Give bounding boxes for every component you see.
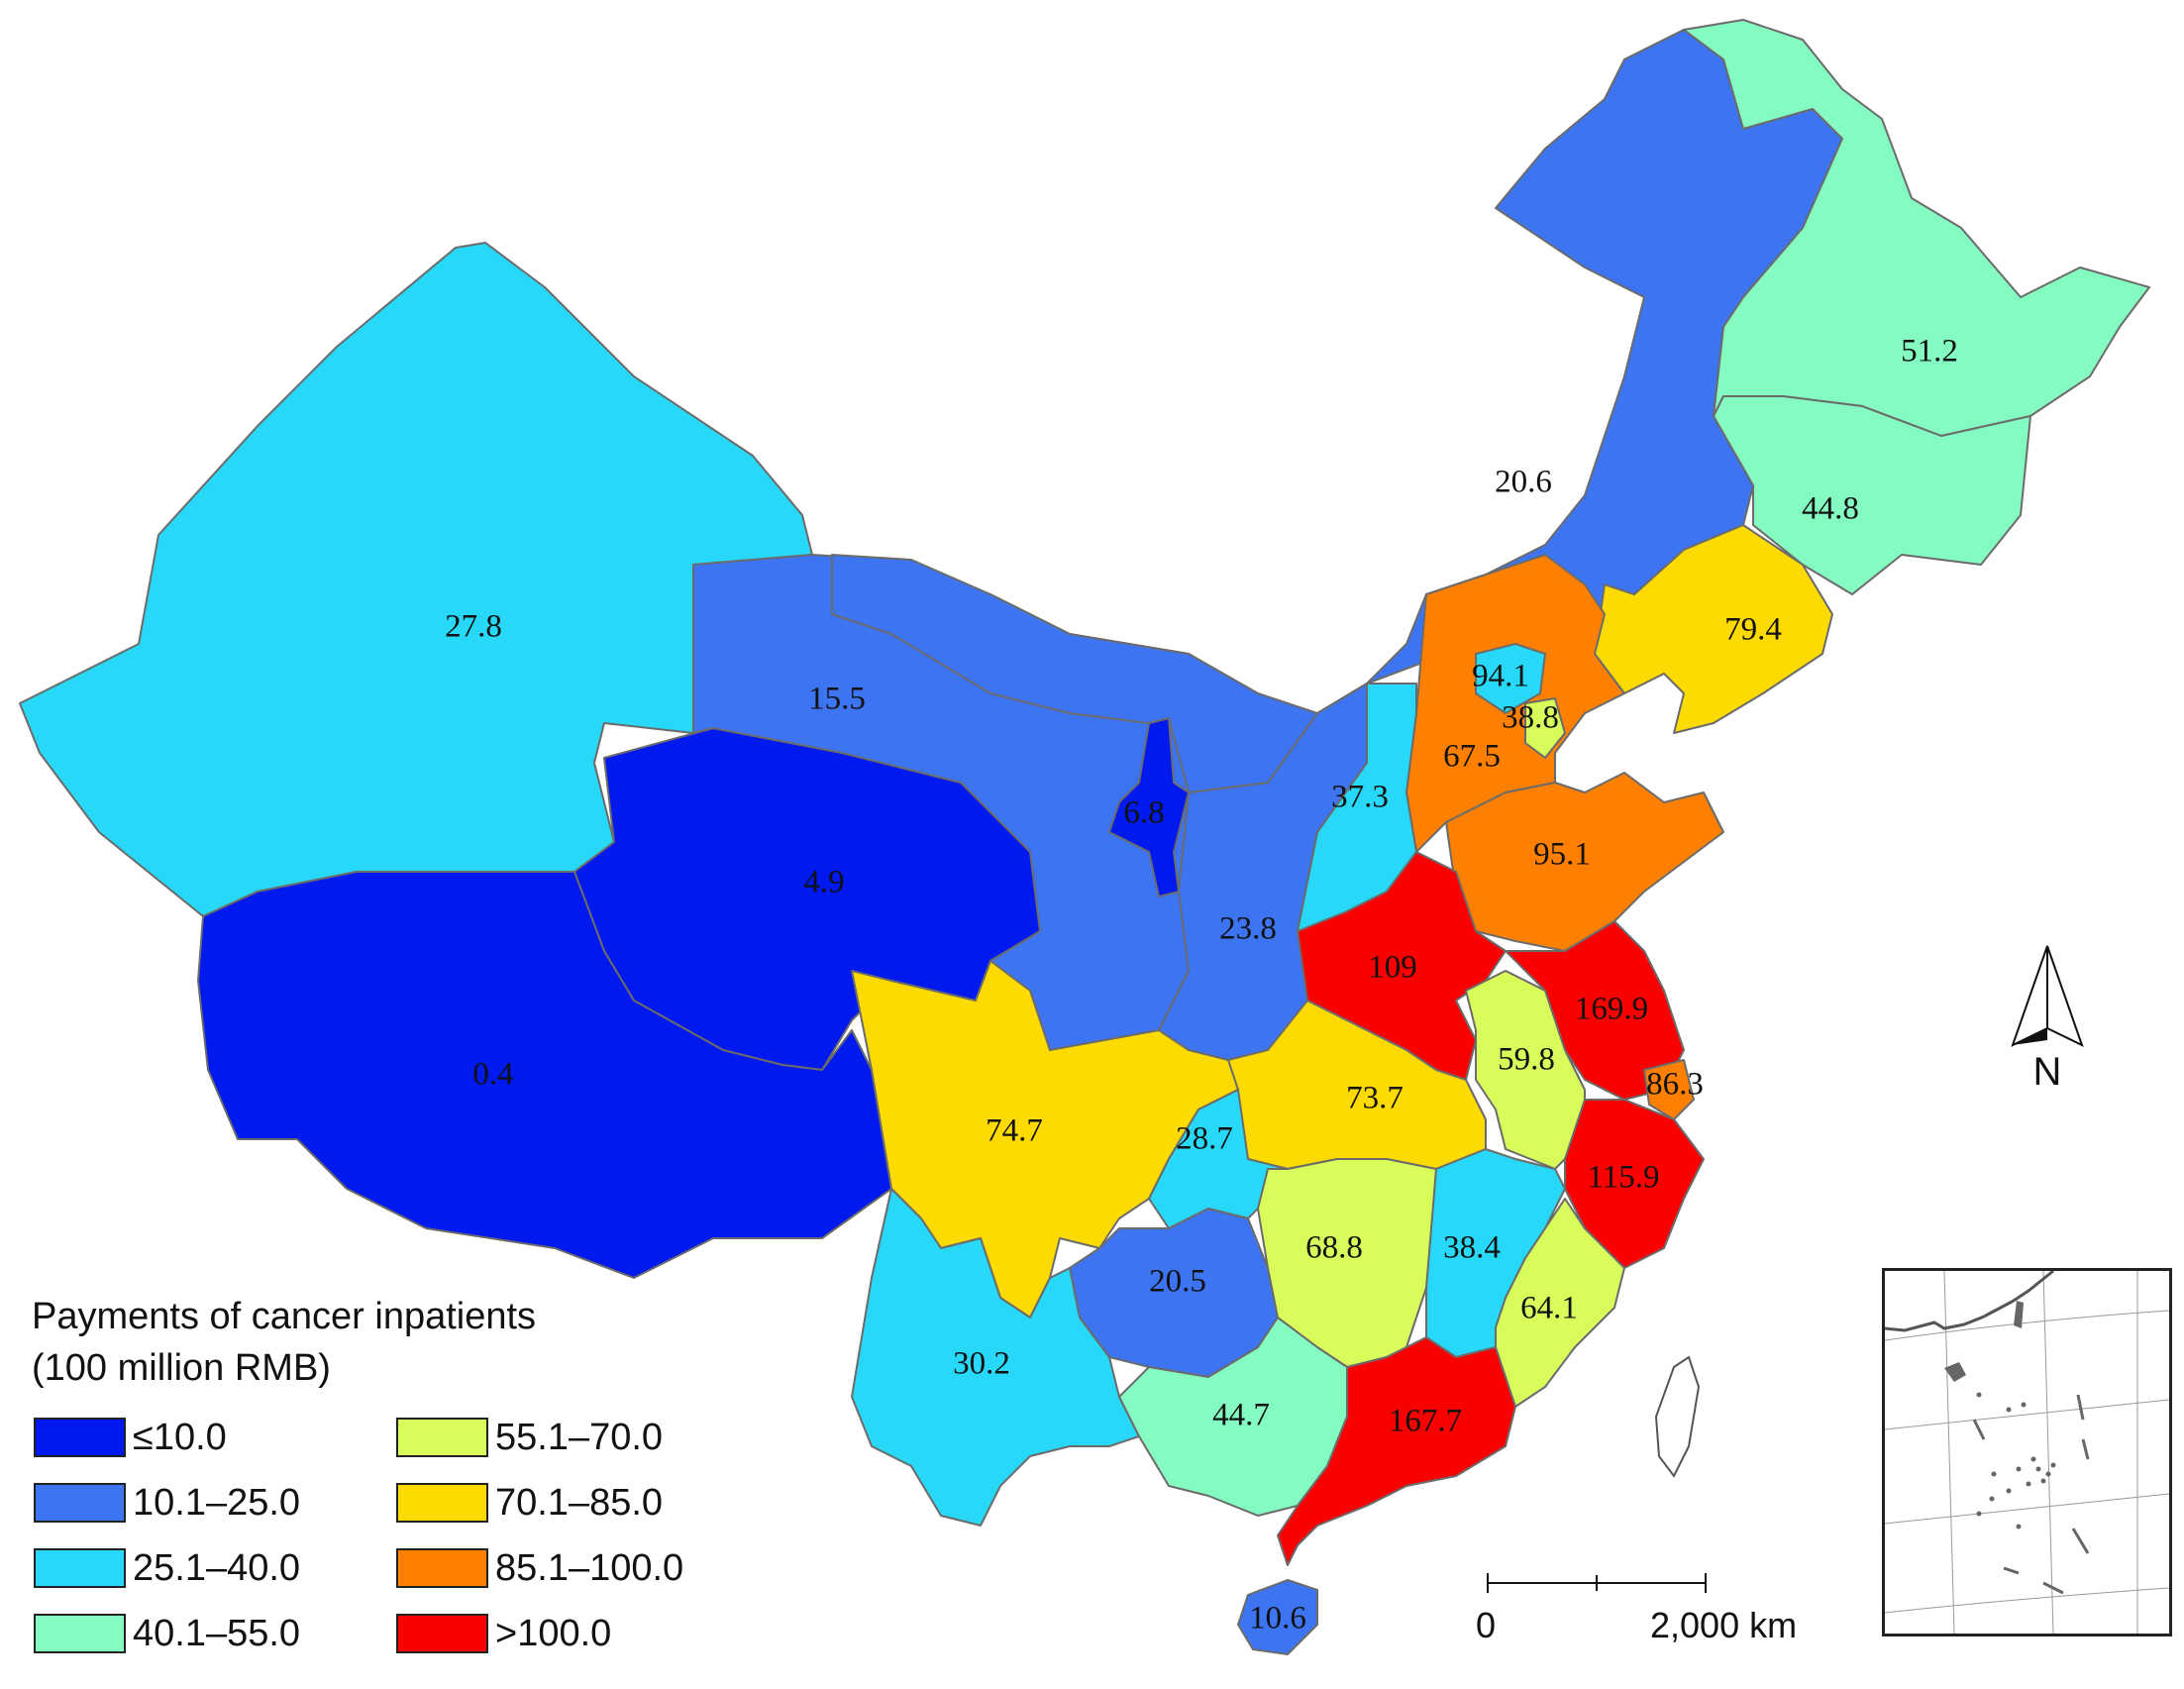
legend-label: 40.1–55.0 xyxy=(133,1613,301,1654)
north-arrow-label: N xyxy=(2033,1050,2062,1094)
region-label-shaanxi: 23.8 xyxy=(1219,911,1277,947)
region-fujian xyxy=(1495,1198,1625,1408)
region-yunnan xyxy=(851,1188,1140,1527)
legend-swatch xyxy=(34,1548,126,1588)
legend-item: >100.0 xyxy=(396,1608,733,1663)
region-label-chongqing: 28.7 xyxy=(1176,1121,1233,1157)
region-label-anhui: 59.8 xyxy=(1498,1042,1555,1078)
region-label-hubei: 73.7 xyxy=(1346,1081,1404,1116)
legend-swatch xyxy=(34,1418,126,1457)
region-label-gansu: 15.5 xyxy=(808,682,866,717)
region-label-shanxi: 37.3 xyxy=(1331,780,1389,815)
legend-swatch xyxy=(396,1483,488,1523)
region-zhejiang xyxy=(1564,1099,1705,1269)
region-ningxia xyxy=(1108,717,1190,897)
region-label-xinjiang: 27.8 xyxy=(445,609,502,645)
region-label-hebei: 67.5 xyxy=(1443,739,1501,775)
region-label-shandong: 95.1 xyxy=(1533,837,1591,873)
region-shanghai xyxy=(1643,1059,1695,1120)
legend-item: 70.1–85.0 xyxy=(396,1477,733,1532)
inset-map xyxy=(1884,1269,2170,1635)
legend: Payments of cancer inpatients (100 milli… xyxy=(32,1291,745,1677)
south-china-sea-inset xyxy=(1882,1268,2172,1636)
legend-swatch xyxy=(396,1614,488,1653)
legend-label: >100.0 xyxy=(495,1613,612,1654)
taiwan-outline xyxy=(1654,1355,1701,1478)
region-label-liaoning: 79.4 xyxy=(1724,612,1782,648)
legend-label: 25.1–40.0 xyxy=(133,1547,301,1589)
legend-item: 40.1–55.0 xyxy=(34,1608,370,1663)
region-label-jiangxi: 38.4 xyxy=(1443,1230,1501,1266)
region-liaoning xyxy=(1594,524,1833,734)
legend-swatch xyxy=(34,1614,126,1653)
region-beijing xyxy=(1475,643,1546,714)
region-tianjin xyxy=(1524,697,1566,759)
legend-title-line2: (100 million RMB) xyxy=(32,1347,331,1389)
scale-start-label: 0 xyxy=(1476,1605,1497,1645)
region-label-sichuan: 74.7 xyxy=(986,1113,1043,1149)
region-label-hainan: 10.6 xyxy=(1249,1601,1306,1636)
region-label-guangxi: 44.7 xyxy=(1212,1398,1270,1433)
region-guangdong xyxy=(1277,1336,1516,1566)
legend-swatch xyxy=(396,1548,488,1588)
legend-label: 85.1–100.0 xyxy=(495,1547,684,1589)
legend-item: 55.1–70.0 xyxy=(396,1412,733,1467)
legend-label: ≤10.0 xyxy=(133,1417,227,1458)
region-label-fujian: 64.1 xyxy=(1520,1291,1578,1326)
legend-item: ≤10.0 xyxy=(34,1412,370,1467)
legend-swatch xyxy=(34,1483,126,1523)
legend-label: 10.1–25.0 xyxy=(133,1482,301,1524)
region-label-guizhou: 20.5 xyxy=(1149,1264,1206,1300)
legend-title-line1: Payments of cancer inpatients xyxy=(32,1296,537,1337)
scale-bar: 0 2,000 km xyxy=(1476,1565,1832,1654)
legend-item: 25.1–40.0 xyxy=(34,1542,370,1598)
region-label-tianjin: 38.8 xyxy=(1502,700,1559,736)
region-label-tibet: 0.4 xyxy=(472,1057,513,1093)
region-label-yunnan: 30.2 xyxy=(953,1346,1010,1382)
legend-swatch xyxy=(396,1418,488,1457)
region-label-shanghai: 86.3 xyxy=(1646,1067,1704,1103)
legend-label: 55.1–70.0 xyxy=(495,1417,664,1458)
legend-item: 10.1–25.0 xyxy=(34,1477,370,1532)
north-arrow-icon: N xyxy=(2011,945,2084,1094)
region-label-beijing: 94.1 xyxy=(1472,659,1529,694)
region-shandong xyxy=(1445,772,1724,952)
legend-label: 70.1–85.0 xyxy=(495,1482,664,1524)
region-label-ningxia: 6.8 xyxy=(1123,795,1164,831)
region-label-hunan: 68.8 xyxy=(1305,1230,1363,1266)
scale-bar-line xyxy=(1487,1573,1707,1593)
legend-item: 85.1–100.0 xyxy=(396,1542,733,1598)
region-label-inner-mongolia: 20.6 xyxy=(1495,465,1552,500)
region-label-jilin: 44.8 xyxy=(1802,491,1859,527)
region-label-henan: 109 xyxy=(1368,950,1417,986)
scale-end-label: 2,000 km xyxy=(1650,1605,1798,1645)
region-hainan xyxy=(1237,1579,1318,1655)
region-label-qinghai: 4.9 xyxy=(803,865,844,900)
region-jilin xyxy=(1713,395,2031,595)
region-label-jiangsu: 169.9 xyxy=(1575,992,1648,1027)
region-label-guangdong: 167.7 xyxy=(1389,1404,1462,1439)
region-label-zhejiang: 115.9 xyxy=(1587,1160,1659,1196)
region-label-heilongjiang: 51.2 xyxy=(1901,334,1958,369)
